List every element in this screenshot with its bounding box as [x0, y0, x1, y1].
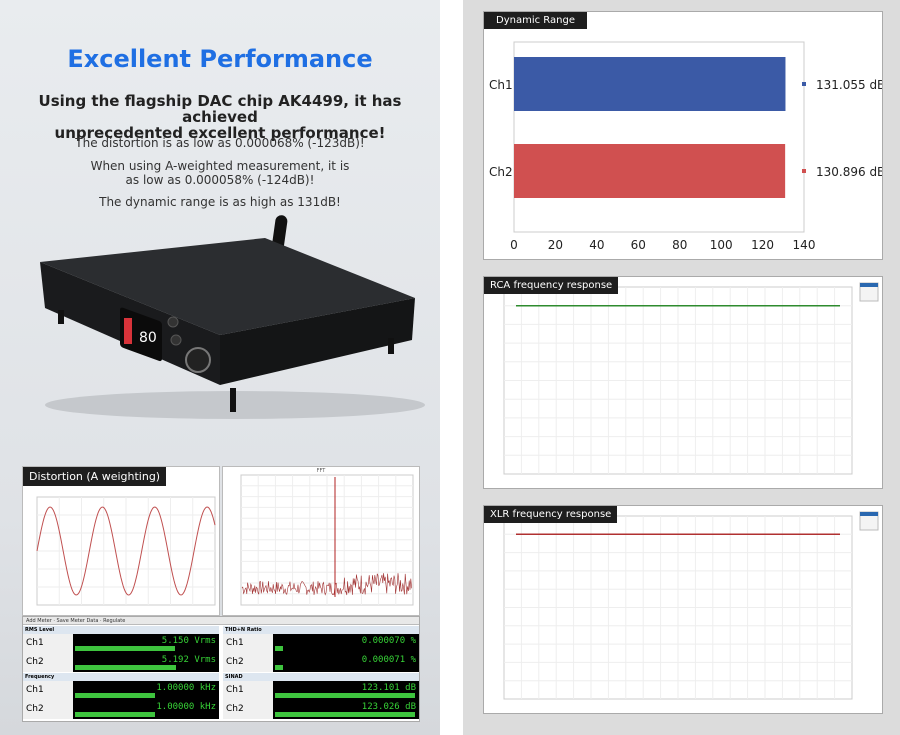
xlr-chart [503, 511, 879, 700]
dr-legend-swatch [802, 82, 806, 86]
meter-ch2-value: 1.00000 kHz [156, 702, 216, 712]
rca-chart [503, 282, 879, 475]
meter-group-title: Frequency [23, 673, 219, 681]
meter-level-bar [275, 712, 415, 717]
measurement-meter: Add Meter · Save Meter Data · Regulate R… [22, 616, 420, 722]
rca-card: RCA frequency response [483, 276, 883, 489]
meter-group-rms: RMS Level Ch1 5.150 Vrms Ch2 5.192 Vrms [23, 626, 219, 672]
meter-level-bar [75, 646, 175, 651]
device-side [220, 298, 415, 385]
dac-device-image: 80 [40, 215, 425, 419]
meter-ch1-display: 123.101 dB [273, 681, 419, 700]
meter-group-title: SINAD [223, 673, 419, 681]
meter-ch2-display: 0.000071 % [273, 653, 419, 672]
meter-ch1-label: Ch1 [23, 634, 73, 653]
meter-ch2-label: Ch2 [23, 700, 73, 719]
meter-group-frequency: Frequency Ch1 1.00000 kHz Ch2 1.00000 kH… [23, 673, 219, 719]
meter-ch1-label: Ch1 [23, 681, 73, 700]
meter-ch2-value: 123.026 dB [361, 702, 416, 712]
dr-x-tick: 0 [510, 238, 518, 252]
subtitle-line-1: Using the flagship DAC chip AK4499, it h… [38, 92, 402, 126]
meter-level-bar [275, 646, 283, 651]
distortion-text: The distortion is as low as 0.000068% (-… [75, 136, 365, 150]
sine-chart [36, 496, 216, 606]
sine-wave [36, 506, 216, 596]
fr-legend-header [860, 283, 878, 287]
meter-ch1-display: 5.150 Vrms [73, 634, 219, 653]
foot-front [230, 388, 236, 412]
meter-level-bar [275, 665, 283, 670]
meter-ch1-display: 0.000070 % [273, 634, 419, 653]
meter-group-title: THD+N Ratio [223, 626, 419, 634]
subtitle: Using the flagship DAC chip AK4499, it h… [0, 93, 440, 141]
a-weighted-line-1: When using A-weighted measurement, it is [90, 159, 350, 173]
fft-chart [240, 474, 414, 606]
dr-category-label: Ch1 [489, 78, 513, 92]
fft-panel: FFT [222, 466, 420, 616]
dr-category-label: Ch2 [489, 165, 513, 179]
meter-ch1-label: Ch1 [223, 634, 273, 653]
dr-bar-ch2 [514, 144, 786, 198]
xlr-label: XLR frequency response [484, 506, 618, 523]
meter-ch2-label: Ch2 [23, 653, 73, 672]
meter-ch2-display: 1.00000 kHz [73, 700, 219, 719]
a-weighted-text: When using A-weighted measurement, it is… [60, 159, 380, 187]
dr-value-label: 131.055 dB [816, 78, 882, 92]
subtitle-line-2: unprecedented excellent performance! [54, 124, 386, 142]
meter-ch1-value: 1.00000 kHz [156, 683, 216, 693]
dr-x-tick: 120 [751, 238, 774, 252]
xlr-card: XLR frequency response [483, 505, 883, 714]
meter-ch2-display: 123.026 dB [273, 700, 419, 719]
device-button-2 [170, 334, 182, 346]
page-title: Excellent Performance [67, 45, 373, 73]
dr-legend-swatch [802, 169, 806, 173]
distortion-panel: Distortion (A weighting) [22, 466, 220, 616]
dynamic-range-label: Dynamic Range [484, 12, 587, 29]
meter-toolbar[interactable]: Add Meter · Save Meter Data · Regulate [23, 617, 419, 625]
meter-group-sinad: SINAD Ch1 123.101 dB Ch2 123.026 dB [223, 673, 419, 719]
screen-red-bar [124, 318, 132, 344]
foot-right [388, 338, 394, 354]
meter-ch2-value: 5.192 Vrms [161, 655, 216, 665]
meter-ch1-display: 1.00000 kHz [73, 681, 219, 700]
dr-bar-ch1 [514, 57, 786, 111]
meter-level-bar [75, 665, 176, 670]
dr-x-tick: 60 [631, 238, 646, 252]
a-weighted-line-2: as low as 0.000058% (-124dB)! [125, 173, 315, 187]
fft-noise [241, 573, 412, 596]
meter-ch2-label: Ch2 [223, 653, 273, 672]
meter-ch1-value: 123.101 dB [361, 683, 416, 693]
meter-ch1-value: 5.150 Vrms [161, 636, 216, 646]
fr-legend-header [860, 512, 878, 516]
sine-grid [37, 497, 215, 605]
meter-ch1-label: Ch1 [223, 681, 273, 700]
meter-level-bar [275, 693, 415, 698]
dr-x-tick: 100 [710, 238, 733, 252]
dynamic-range-text: The dynamic range is as high as 131dB! [99, 195, 341, 209]
meter-level-bar [75, 712, 155, 717]
dynamic-range-card: Dynamic Range Ch1 131.055 dB Ch2 130.896 dB… [483, 11, 885, 260]
dr-value-label: 130.896 dB [816, 165, 882, 179]
meter-group-title: RMS Level [23, 626, 219, 634]
dr-x-tick: 80 [672, 238, 687, 252]
dynamic-range-chart: Ch1 131.055 dB Ch2 130.896 dB 0 20 40 60 80 100 12… [489, 41, 885, 252]
dr-x-tick: 40 [589, 238, 604, 252]
device-top [40, 238, 415, 335]
volume-knob [185, 347, 211, 373]
device-button-1 [167, 316, 179, 328]
meter-ch2-value: 0.000071 % [361, 655, 416, 665]
divider [440, 0, 463, 735]
distortion-label: Distortion (A weighting) [23, 467, 167, 486]
meter-ch2-display: 5.192 Vrms [73, 653, 219, 672]
device-display-text: 80 [139, 330, 157, 346]
dr-x-tick: 20 [548, 238, 563, 252]
rca-label: RCA frequency response [484, 277, 619, 294]
dr-x-tick: 140 [793, 238, 816, 252]
meter-ch1-value: 0.000070 % [361, 636, 416, 646]
meter-ch2-label: Ch2 [223, 700, 273, 719]
meter-group-thdn: THD+N Ratio Ch1 0.000070 % Ch2 0.000071 … [223, 626, 419, 672]
foot-left [58, 310, 64, 324]
fft-title: FFT [316, 468, 326, 474]
meter-level-bar [75, 693, 155, 698]
